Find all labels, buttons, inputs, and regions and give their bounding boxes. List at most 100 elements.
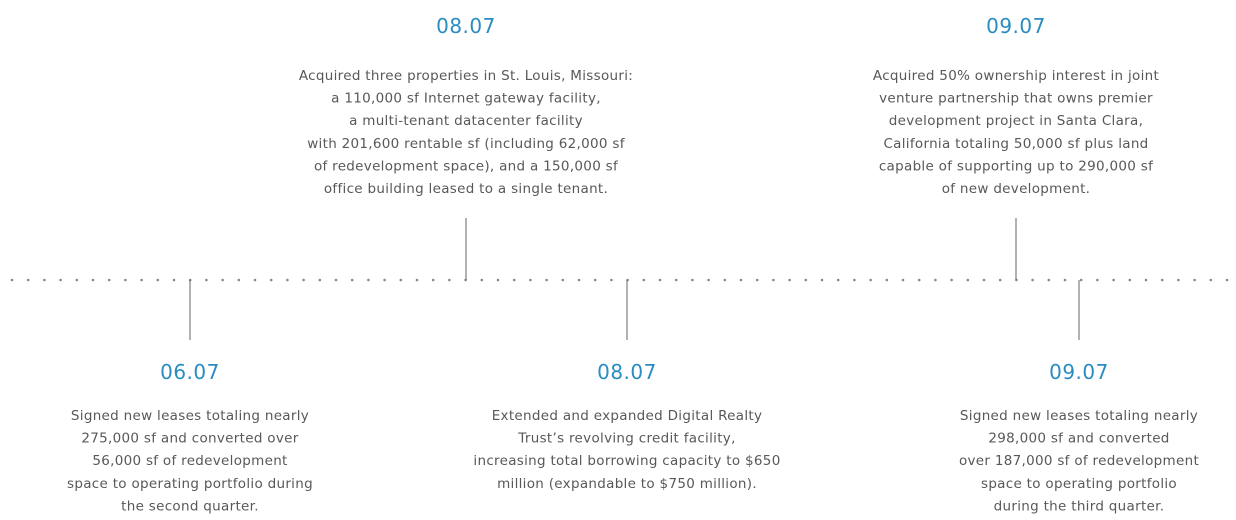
axis-dot: [448, 278, 451, 282]
event-date: 09.07: [1049, 360, 1109, 384]
axis-dot: [1047, 278, 1051, 282]
axis-dot: [75, 278, 79, 282]
axis-dot: [917, 278, 921, 282]
axis-dot: [480, 278, 484, 282]
axis-dot: [772, 278, 775, 282]
event-text: increasing total borrowing capacity to $…: [473, 453, 780, 469]
axis-dot: [367, 278, 370, 282]
axis-dot: [350, 278, 354, 282]
axis-dot: [286, 278, 289, 282]
event-text: Extended and expanded Digital Realty: [492, 408, 763, 424]
event-date: 09.07: [986, 14, 1046, 38]
event-text: over 187,000 sf of redevelopment: [959, 453, 1199, 469]
axis-dot: [674, 278, 678, 282]
event-text: during the third quarter.: [994, 498, 1165, 514]
timeline-event: 09.07 Acquired 50% ownership interest in …: [873, 14, 1159, 280]
axis-dot: [610, 278, 613, 282]
axis-dot: [237, 278, 241, 282]
axis-dot: [658, 278, 662, 282]
axis-dot: [577, 278, 581, 282]
axis-dot: [496, 278, 500, 282]
event-text: Acquired three properties in St. Louis, …: [299, 68, 633, 84]
event-text: with 201,600 rentable sf (including 62,0…: [307, 136, 626, 152]
axis-dot: [59, 278, 62, 282]
timeline-event: 06.07 Signed new leases totaling nearly 27…: [67, 280, 313, 514]
event-text: Signed new leases totaling nearly: [71, 408, 309, 424]
axis-dot: [707, 278, 710, 282]
timeline-event: 08.07 Extended and expanded Digital Realt…: [473, 280, 780, 492]
axis-dot: [739, 278, 743, 282]
axis-dot: [529, 278, 532, 282]
axis-dot: [43, 278, 46, 282]
event-date: 08.07: [436, 14, 496, 38]
event-text: a 110,000 sf Internet gateway facility,: [331, 91, 601, 107]
event-text: of redevelopment space), and a 150,000 s…: [314, 158, 619, 174]
axis-dot: [399, 278, 403, 282]
axis-dot: [1177, 278, 1180, 282]
axis-dot: [1225, 278, 1229, 282]
axis-dot: [723, 278, 727, 282]
axis-dot: [302, 278, 305, 282]
axis-dot: [318, 278, 322, 282]
axis-dot: [869, 278, 872, 282]
axis-dot: [1096, 278, 1099, 282]
axis-dot: [124, 278, 127, 282]
timeline-event: 08.07 Acquired three properties in St. Lo…: [299, 14, 633, 280]
axis-dot: [172, 278, 176, 282]
event-text: Signed new leases totaling nearly: [960, 408, 1198, 424]
axis-dot: [221, 278, 224, 282]
event-text: California totaling 50,000 sf plus land: [883, 136, 1148, 152]
event-text: Acquired 50% ownership interest in joint: [873, 68, 1159, 84]
axis-dot: [91, 278, 95, 282]
axis-dot: [966, 278, 970, 282]
event-text: 298,000 sf and converted: [988, 431, 1169, 447]
axis-dot: [10, 278, 14, 282]
axis-dot: [788, 278, 791, 282]
event-text: 56,000 sf of redevelopment: [92, 453, 287, 469]
axis-dot: [1160, 278, 1164, 282]
event-text: 275,000 sf and converted over: [81, 431, 298, 447]
event-text: office building leased to a single tenan…: [324, 181, 608, 197]
axis-dot: [755, 278, 759, 282]
event-text: development project in Santa Clara,: [889, 113, 1143, 129]
event-date: 06.07: [160, 360, 220, 384]
event-text: space to operating portfolio: [981, 476, 1177, 492]
axis-dot: [156, 278, 160, 282]
axis-dot: [642, 278, 646, 282]
axis-dot: [820, 278, 824, 282]
axis-dot: [853, 278, 856, 282]
timeline-axis: [10, 278, 1229, 282]
axis-dot: [334, 278, 338, 282]
axis-dot: [1144, 278, 1148, 282]
axis-dot: [107, 278, 111, 282]
axis-dot: [1112, 278, 1115, 282]
axis-dot: [1079, 278, 1083, 282]
event-text: Trust’s revolving credit facility,: [517, 431, 735, 447]
axis-dot: [593, 278, 597, 282]
event-text: million (expandable to $750 million).: [497, 476, 757, 492]
axis-dot: [431, 278, 435, 282]
axis-dot: [982, 278, 986, 282]
axis-dot: [804, 278, 808, 282]
event-date: 08.07: [597, 360, 657, 384]
axis-dot: [1128, 278, 1132, 282]
event-text: of new development.: [942, 181, 1091, 197]
axis-dot: [269, 278, 273, 282]
axis-dot: [934, 278, 937, 282]
event-text: space to operating portfolio during: [67, 476, 313, 492]
axis-dot: [836, 278, 840, 282]
axis-dot: [415, 278, 419, 282]
axis-dot: [545, 278, 548, 282]
axis-dot: [1063, 278, 1067, 282]
axis-dot: [1209, 278, 1213, 282]
axis-dot: [26, 278, 30, 282]
axis-dot: [383, 278, 386, 282]
axis-dot: [885, 278, 889, 282]
event-text: venture partnership that owns premier: [879, 91, 1153, 107]
axis-dot: [901, 278, 905, 282]
axis-dot: [950, 278, 953, 282]
axis-dot: [205, 278, 208, 282]
event-text: capable of supporting up to 290,000 sf: [879, 158, 1154, 174]
axis-dot: [1031, 278, 1034, 282]
